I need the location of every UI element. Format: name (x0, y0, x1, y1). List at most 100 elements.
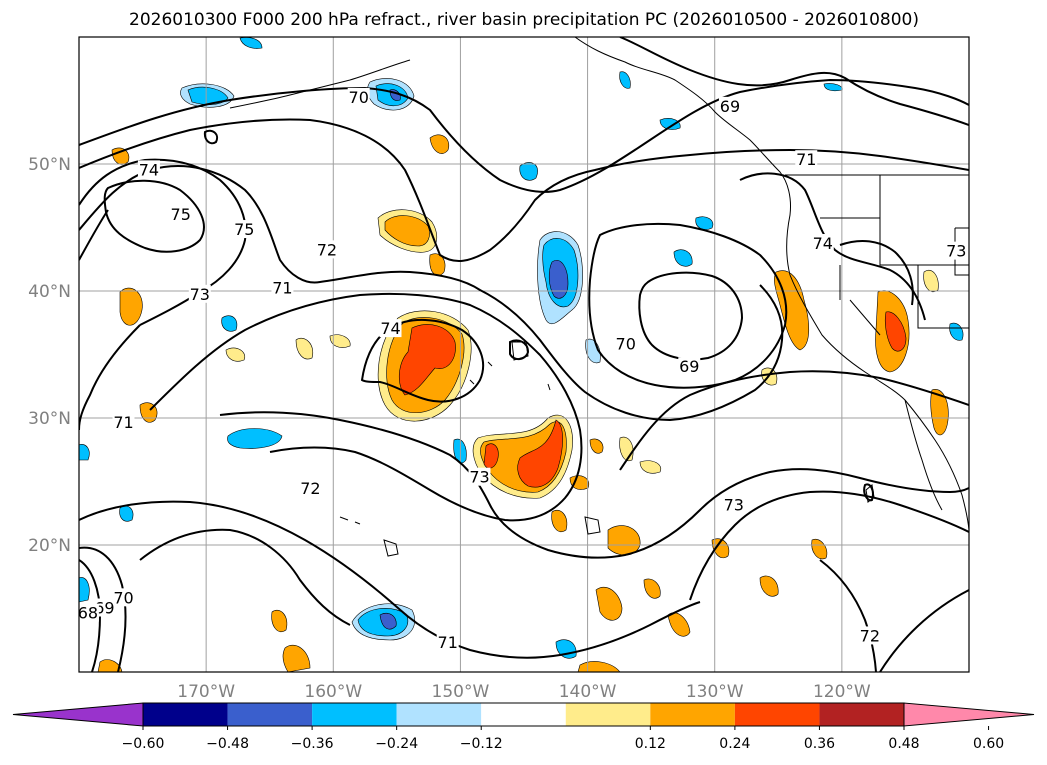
contour-label: 70 (616, 334, 636, 353)
negative-anomaly-area (673, 249, 693, 267)
contour-label-background (722, 495, 745, 514)
latitude-tick-label: 20°N (28, 536, 71, 556)
hawaii-islands (469, 341, 601, 535)
contour-label: 71 (113, 413, 133, 432)
colorbar-segment (312, 703, 397, 726)
contour-label: 69 (679, 357, 699, 376)
positive-anomaly-area (225, 347, 246, 362)
strong-positive-anomaly-area (483, 443, 499, 469)
contour-label-background (315, 240, 338, 259)
negative-anomaly-area (695, 216, 714, 230)
longitude-tick-label: 160°W (304, 682, 362, 702)
positive-anomaly-area (119, 287, 143, 326)
contour-72-north (79, 165, 784, 422)
contour-label-background (79, 603, 99, 622)
colorbar: −0.60 −0.48 −0.36 −0.24 −0.12 0.12 0.24 0.36 0.4… (12, 702, 1035, 752)
map-frame (78, 36, 970, 673)
latitude-tick-label: 50°N (28, 155, 71, 175)
latitude-tick-label: 40°N (28, 282, 71, 302)
negative-anomaly-area (949, 322, 964, 341)
colorbar-segment (734, 703, 820, 726)
contour-label: 73 (724, 496, 744, 515)
positive-anomaly-area (429, 134, 450, 154)
map-title: 2026010300 F000 200 hPa refract., river … (129, 10, 919, 30)
colorbar-segment (143, 703, 228, 726)
contour-label-background (858, 626, 881, 645)
negative-anomaly-area (519, 162, 538, 181)
colorbar-segment (650, 703, 735, 726)
contour-74-inland (839, 239, 914, 306)
longitude-tick-label: 130°W (686, 682, 744, 702)
positive-anomaly-area (271, 610, 288, 632)
negative-anomaly-area (659, 118, 681, 130)
contour-label-background (436, 632, 459, 651)
contour-label: 72 (300, 479, 320, 498)
contour-label: 69 (94, 599, 114, 618)
small-islands (339, 484, 875, 557)
positive-anomaly-area (643, 578, 661, 599)
contour-label-background (169, 204, 192, 223)
contour-label: 73 (190, 285, 210, 304)
north-america-coastline (574, 37, 969, 531)
contour-label: 72 (317, 240, 337, 259)
contour-label: 74 (139, 160, 159, 179)
baja-peninsula-coastline (904, 399, 943, 511)
contour-label-background (347, 87, 370, 106)
contour-label: 71 (796, 150, 816, 169)
positive-anomaly-area (811, 538, 828, 560)
positive-anomaly-area (384, 215, 430, 247)
contour-west-coast (739, 172, 926, 321)
contour-label: 73 (469, 468, 489, 487)
negative-anomaly-area (221, 315, 238, 332)
colorbar-segment (819, 703, 904, 726)
contour-label-background (945, 241, 968, 260)
positive-anomaly-area (551, 510, 568, 532)
strong-positive-anomaly-area (517, 419, 563, 488)
contour-label-background (468, 467, 491, 486)
colorbar-tick-label: 0.24 (719, 736, 750, 752)
contour-label: 75 (234, 220, 254, 239)
contour-label: 75 (171, 205, 191, 224)
contour-label-background (271, 278, 294, 297)
positive-anomaly-area (111, 147, 130, 165)
coastlines (229, 37, 969, 557)
contour-label-background (718, 96, 741, 115)
negative-anomaly-area (619, 71, 631, 89)
latitude-labels: 50°N 40°N 30°N 20°N (28, 155, 71, 556)
colorbar-tick-label: 0.48 (888, 736, 919, 752)
colorbar-tick-label: −0.48 (206, 736, 249, 752)
positive-anomaly-area (589, 438, 604, 454)
positive-anomaly-area (759, 575, 779, 597)
contour-70-north (79, 78, 969, 193)
longitude-tick-label: 170°W (177, 682, 235, 702)
state-borders (785, 174, 969, 336)
aleutian-coastline (229, 59, 411, 109)
contour-73-mid (149, 292, 583, 522)
contour-label: 73 (946, 242, 966, 261)
positive-anomaly-area (97, 659, 123, 672)
negative-anomaly-area (119, 505, 134, 522)
contour-label-background (188, 284, 211, 303)
colorbar-segment (396, 703, 482, 726)
contour-label: 71 (272, 278, 292, 297)
contour-label-background (137, 160, 160, 179)
latitude-tick-label: 30°N (28, 409, 71, 429)
longitude-tick-label: 150°W (432, 682, 490, 702)
strong-positive-anomaly-area (399, 324, 456, 396)
contour-label-background (112, 588, 135, 607)
strong-negative-anomaly-area (379, 612, 397, 630)
contour-small-loops (203, 129, 874, 502)
contour-74-75-high (103, 179, 205, 253)
positive-anomaly-area (639, 460, 662, 474)
strong-positive-anomaly-area (884, 311, 907, 352)
contour-label: 70 (349, 88, 369, 107)
contour-label-background (614, 334, 637, 353)
positive-anomaly-area (329, 334, 351, 348)
colorbar-over-arrow (903, 702, 1035, 727)
contour-label: 70 (113, 588, 133, 607)
contour-72-southeast (819, 559, 969, 672)
longitude-tick-label: 140°W (559, 682, 617, 702)
negative-anomaly-area (79, 444, 90, 461)
